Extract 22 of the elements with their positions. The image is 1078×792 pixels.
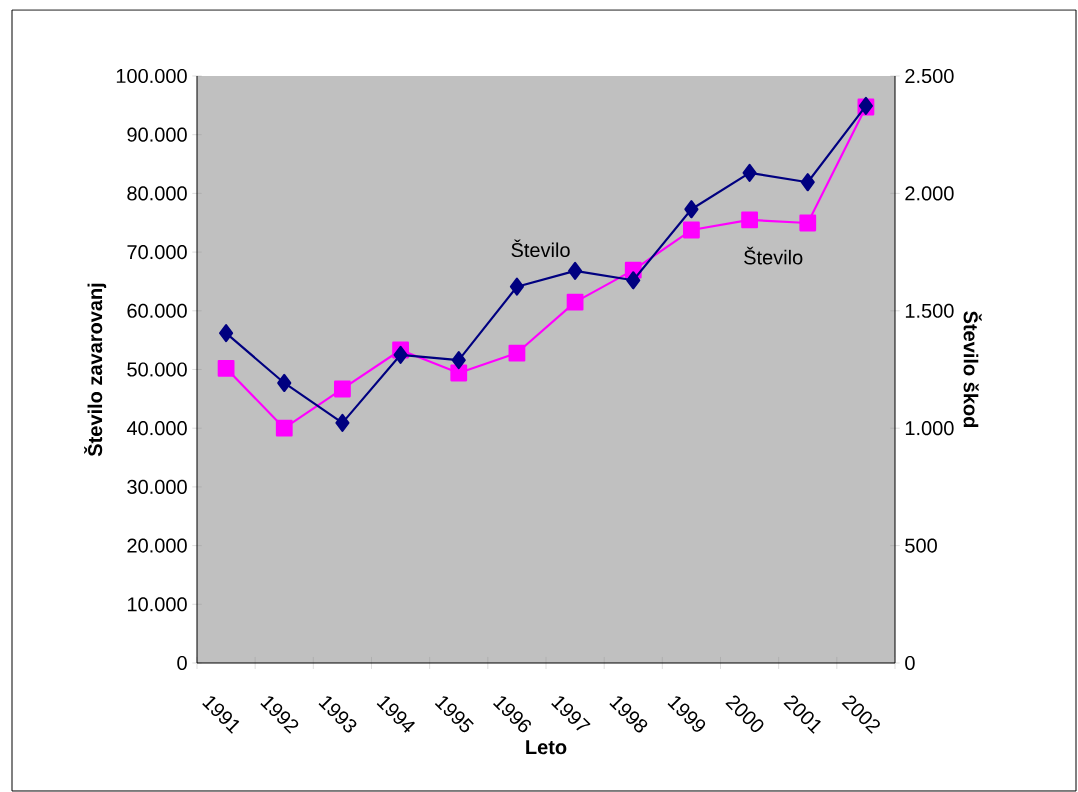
y-tick-label: 70.000 (127, 245, 187, 260)
y2-tick-label: 2.500 (905, 68, 954, 84)
y-axis-title: Število zavarovanj (84, 283, 107, 457)
y-tick-label: 90.000 (127, 127, 187, 142)
y-tick-label: 60.000 (127, 303, 187, 318)
y2-tick-label: 2.000 (905, 186, 954, 201)
y-tick-label: 100.000 (116, 68, 187, 84)
y2-axis-title: Število škod (963, 311, 982, 428)
y-tick-label: 0 (177, 655, 187, 671)
y-tick-label: 50.000 (127, 362, 187, 377)
y2-tick-label: 500 (905, 538, 937, 553)
y-tick-label: 30.000 (127, 479, 187, 494)
y-tick-label: 10.000 (127, 597, 187, 612)
series-label: Število (744, 246, 803, 265)
series-label: Število (511, 239, 570, 258)
y-tick-label: 80.000 (127, 186, 187, 201)
y-tick-label: 40.000 (126, 421, 187, 436)
y2-tick-label: 1.500 (905, 303, 954, 318)
y2-tick-label: 1.000 (905, 421, 954, 436)
y2-tick-label: 0 (905, 655, 915, 671)
x-axis-title: Leto (526, 740, 567, 755)
y-tick-label: 20.000 (127, 538, 187, 553)
